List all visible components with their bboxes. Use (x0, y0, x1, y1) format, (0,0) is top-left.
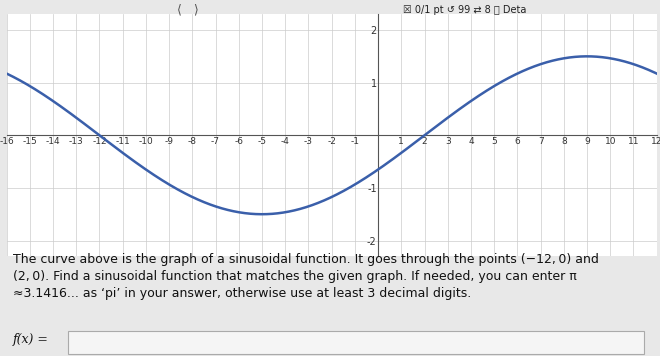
Text: ⟨   ⟩: ⟨ ⟩ (178, 4, 199, 17)
Text: The curve above is the graph of a sinusoidal function. It goes through the point: The curve above is the graph of a sinuso… (13, 253, 599, 300)
FancyBboxPatch shape (69, 331, 644, 355)
Text: ☒ 0/1 pt ↺ 99 ⇄ 8 ⓘ Deta: ☒ 0/1 pt ↺ 99 ⇄ 8 ⓘ Deta (403, 5, 526, 15)
Text: f(x) =: f(x) = (13, 333, 49, 346)
